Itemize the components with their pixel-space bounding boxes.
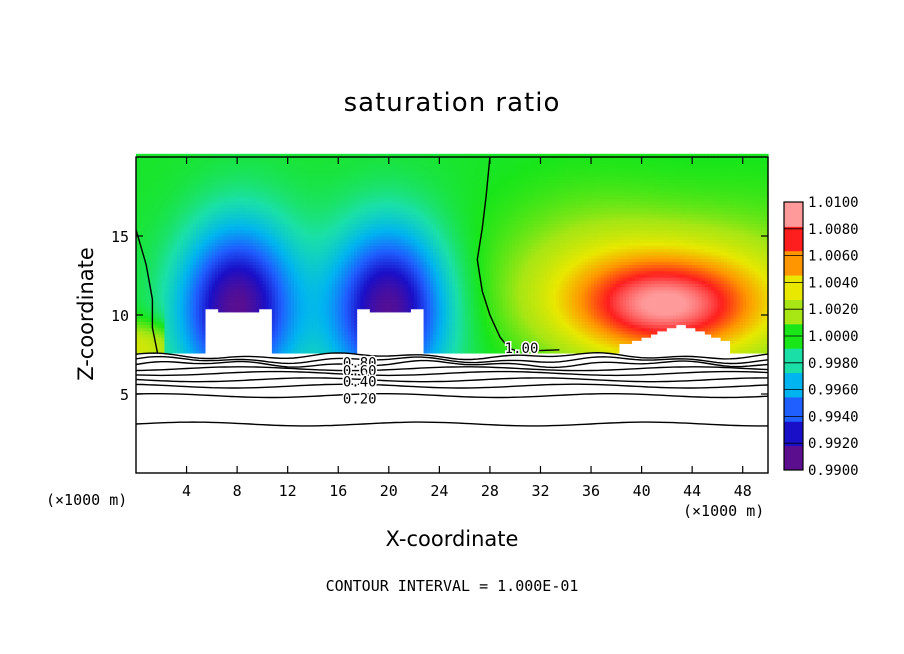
- x-axis-label: X-coordinate: [385, 527, 519, 551]
- colorbar-label: 1.0040: [808, 275, 859, 291]
- contour-line: [135, 351, 769, 361]
- x-tick-label: 20: [380, 482, 398, 500]
- colorbar-swatch: [784, 421, 803, 447]
- colorbar-swatch: [784, 275, 803, 300]
- contour-interval-note: CONTOUR INTERVAL = 1.000E-01: [325, 577, 579, 595]
- chart-title: saturation ratio: [343, 88, 561, 118]
- colorbar-label: 1.0060: [808, 249, 859, 265]
- colorbar-swatch: [784, 202, 803, 227]
- contour-label: 1.00: [505, 341, 539, 357]
- colorbar-swatch: [784, 250, 803, 276]
- colorbar-label: 1.0000: [808, 329, 859, 345]
- x-tick-label: 36: [582, 482, 600, 500]
- x-tick-label: 12: [279, 482, 297, 500]
- y-tick-label: 10: [111, 307, 129, 325]
- x-tick-label: 8: [233, 482, 242, 500]
- x-tick-label: 48: [734, 482, 752, 500]
- x-tick-label: 44: [683, 482, 701, 500]
- colorbar-swatch: [784, 445, 803, 471]
- contour-line: [135, 229, 159, 354]
- colorbar-label: 0.9940: [808, 409, 859, 425]
- colorbar-label: 0.9960: [808, 383, 859, 399]
- x-tick-label: 16: [329, 482, 347, 500]
- x-tick-label: 40: [633, 482, 651, 500]
- contour-line: [135, 377, 768, 383]
- contour-label: 0.80: [343, 355, 377, 371]
- colorbar: 0.9900 0.9920 0.9940 0.9960 0.9980 1.0000 1.00…: [783, 195, 859, 479]
- x-unit-label-right: (×1000 m): [683, 502, 765, 520]
- contour-line: [135, 366, 769, 372]
- colorbar-label: 0.9920: [808, 436, 859, 452]
- y-tick-label: 5: [120, 386, 129, 404]
- colorbar-swatch: [784, 348, 803, 374]
- colorbar-swatch: [784, 396, 803, 422]
- contour-line: [135, 393, 769, 399]
- colorbar-label: 1.0020: [808, 302, 859, 318]
- colorbar-label: 1.0080: [808, 222, 859, 238]
- colorbar-swatch: [784, 372, 803, 398]
- colorbar-label: 0.9900: [808, 463, 859, 479]
- contour-line: [135, 383, 769, 389]
- colorbar-label: 0.9980: [808, 356, 859, 372]
- x-tick-label: 32: [531, 482, 549, 500]
- contour-line: [135, 370, 769, 377]
- y-axis-label: Z-coordinate: [74, 247, 98, 381]
- colorbar-swatch: [784, 299, 803, 325]
- contour-line: [135, 355, 769, 365]
- contour-line: [476, 156, 518, 352]
- x-tick-label: 24: [430, 482, 448, 500]
- contour-line: [135, 359, 769, 369]
- contour-label: 0.20: [343, 392, 377, 408]
- contour-label: 0.40: [343, 374, 377, 390]
- contour-line: [539, 349, 560, 352]
- colorbar-label: 1.0100: [808, 195, 859, 211]
- contour-lines: 1.00 0.800.600.40 0.20: [135, 156, 769, 427]
- contour-label: 0.60: [343, 363, 377, 379]
- colorbar-swatch: [784, 226, 803, 252]
- saturation-field: [136, 153, 769, 354]
- contour-line: [135, 421, 768, 427]
- y-tick-label: 15: [111, 228, 129, 246]
- x-tick-label: 28: [481, 482, 499, 500]
- x-tick-label: 4: [182, 482, 191, 500]
- x-unit-label-left: (×1000 m): [46, 491, 128, 509]
